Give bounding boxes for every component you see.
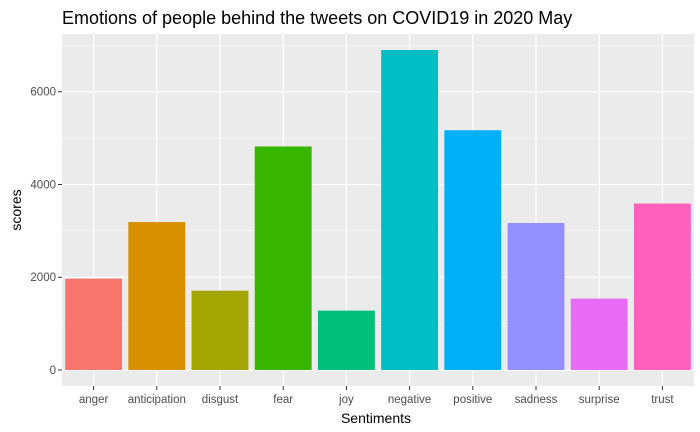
x-axis-ticks: anger anticipation disgust fear joy negative p… <box>79 386 674 406</box>
bar-negative <box>381 50 439 370</box>
y-tick-label: 6000 <box>30 87 56 99</box>
y-tick-label: 0 <box>50 365 56 377</box>
x-tick-label-fear: fear <box>273 394 293 406</box>
bars <box>65 50 691 370</box>
x-axis-title: Sentiments <box>341 410 411 426</box>
y-tick-label: 4000 <box>30 179 56 191</box>
x-tick-label-sadness: sadness <box>515 394 558 406</box>
bar-joy <box>317 310 375 370</box>
bar-surprise <box>570 298 628 370</box>
x-tick-label-trust: trust <box>651 394 674 406</box>
x-tick-label-anger: anger <box>79 394 109 406</box>
bar-anger <box>65 278 123 370</box>
bar-trust <box>633 203 691 370</box>
bar-anticipation <box>128 222 186 370</box>
bar-sadness <box>507 222 565 370</box>
bar-fear <box>254 146 312 370</box>
x-tick-label-positive: positive <box>453 394 492 406</box>
x-tick-label-disgust: disgust <box>202 394 239 406</box>
x-tick-label-surprise: surprise <box>579 394 620 406</box>
x-tick-label-negative: negative <box>388 394 431 406</box>
chart-title: Emotions of people behind the tweets on … <box>62 8 572 28</box>
y-tick-label: 2000 <box>30 272 56 284</box>
x-tick-label-joy: joy <box>338 394 354 406</box>
x-tick-label-anticipation: anticipation <box>128 394 186 406</box>
bar-positive <box>444 130 502 370</box>
y-axis-ticks: 0 2000 4000 6000 <box>30 87 62 377</box>
bar-disgust <box>191 290 249 370</box>
y-axis-title: scores <box>8 189 24 230</box>
